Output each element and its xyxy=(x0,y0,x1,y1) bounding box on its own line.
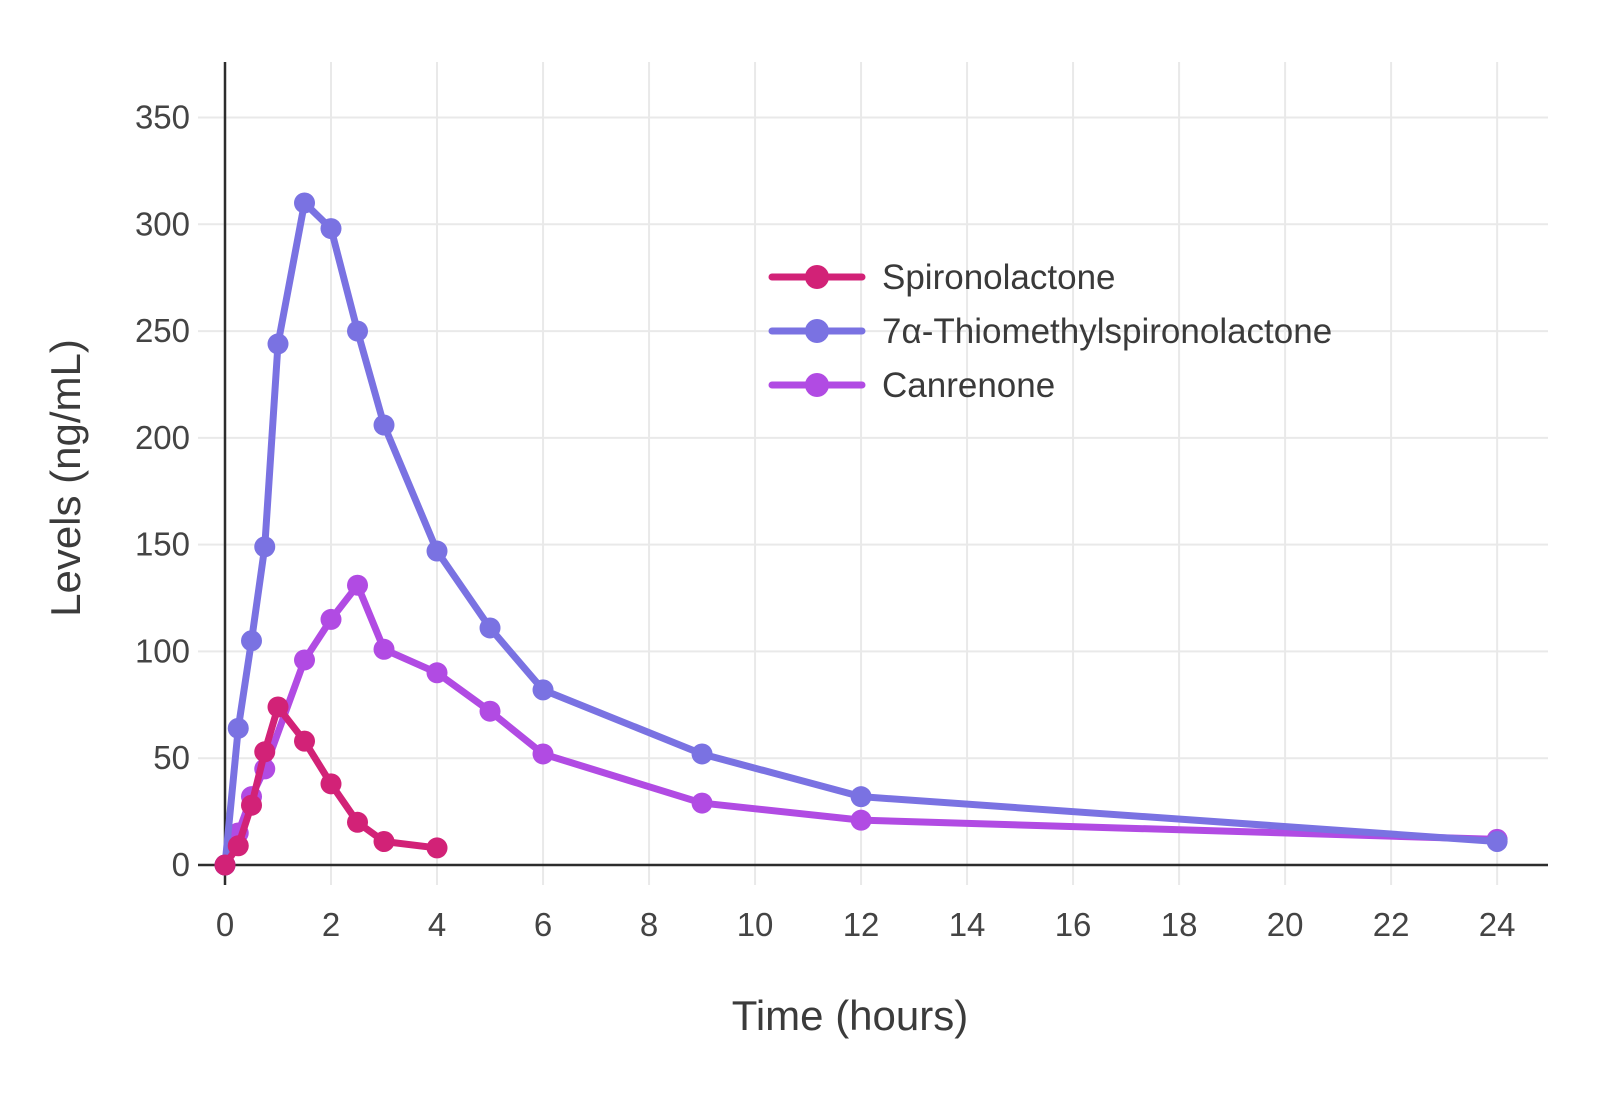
legend: Spironolactone 7α-Thiomethylspironolacton… xyxy=(768,258,1332,405)
data-point-7-thiomethylspironolactone-12h xyxy=(850,786,872,808)
x-tick-label-2: 2 xyxy=(322,906,340,943)
x-tick-label-8: 8 xyxy=(640,906,658,943)
legend-label: 7α-Thiomethylspironolactone xyxy=(882,312,1332,351)
legend-item-canrenone[interactable]: Canrenone xyxy=(768,366,1055,405)
data-point-7-thiomethylspironolactone-9h xyxy=(691,743,713,765)
y-tick-label-200: 200 xyxy=(135,419,190,456)
series-line-spironolactone xyxy=(221,703,441,869)
y-axis-title: Levels (ng/mL) xyxy=(42,339,89,617)
y-tick-label-50: 50 xyxy=(153,739,190,776)
data-point-canrenone-2.5h xyxy=(347,574,369,596)
data-point-spironolactone-1h xyxy=(267,696,289,718)
data-point-spironolactone-0.75h xyxy=(254,741,276,763)
data-point-spironolactone-0h xyxy=(214,854,236,876)
series-spironolactone xyxy=(214,696,448,876)
data-point-7-thiomethylspironolactone-2h xyxy=(320,218,342,240)
y-tick-label-250: 250 xyxy=(135,312,190,349)
data-point-canrenone-12h xyxy=(850,809,872,831)
data-point-7-thiomethylspironolactone-2.5h xyxy=(347,320,369,342)
data-point-7-thiomethylspironolactone-1h xyxy=(267,333,289,355)
legend-item-spironolactone[interactable]: Spironolactone xyxy=(768,258,1116,297)
data-point-canrenone-2h xyxy=(320,608,342,630)
data-point-spironolactone-0.5h xyxy=(241,794,263,816)
data-point-canrenone-3h xyxy=(373,638,395,660)
x-tick-label-12: 12 xyxy=(843,906,880,943)
legend-item-7-thiomethylspironolactone[interactable]: 7α-Thiomethylspironolactone xyxy=(768,312,1332,351)
data-point-spironolactone-0.25h xyxy=(227,835,249,857)
data-point-spironolactone-2.5h xyxy=(347,811,369,833)
data-point-canrenone-1.5h xyxy=(294,649,316,671)
data-point-7-thiomethylspironolactone-6h xyxy=(532,679,554,701)
data-point-7-thiomethylspironolactone-1.5h xyxy=(294,192,316,214)
x-tick-label-24: 24 xyxy=(1479,906,1516,943)
y-tick-label-0: 0 xyxy=(172,846,190,883)
legend-swatch-marker xyxy=(805,319,829,343)
data-point-7-thiomethylspironolactone-0.25h xyxy=(227,717,249,739)
x-tick-label-18: 18 xyxy=(1161,906,1198,943)
data-point-spironolactone-3h xyxy=(373,831,395,853)
legend-swatch-marker xyxy=(805,373,829,397)
data-point-spironolactone-1.5h xyxy=(294,730,316,752)
y-tick-label-150: 150 xyxy=(135,526,190,563)
x-tick-label-0: 0 xyxy=(216,906,234,943)
legend-swatch-marker xyxy=(805,265,829,289)
y-tick-label-350: 350 xyxy=(135,99,190,136)
data-point-canrenone-9h xyxy=(691,792,713,814)
data-point-canrenone-4h xyxy=(426,662,448,684)
data-point-7-thiomethylspironolactone-0.5h xyxy=(241,630,263,652)
x-tick-label-14: 14 xyxy=(949,906,986,943)
data-point-canrenone-6h xyxy=(532,743,554,765)
x-tick-label-16: 16 xyxy=(1055,906,1092,943)
x-tick-label-6: 6 xyxy=(534,906,552,943)
data-point-spironolactone-4h xyxy=(426,837,448,859)
y-tick-label-100: 100 xyxy=(135,632,190,669)
x-tick-label-10: 10 xyxy=(737,906,774,943)
x-tick-label-4: 4 xyxy=(428,906,446,943)
data-point-7-thiomethylspironolactone-0.75h xyxy=(254,536,276,558)
legend-label: Spironolactone xyxy=(882,258,1116,297)
data-point-7-thiomethylspironolactone-5h xyxy=(479,617,501,639)
x-axis-title: Time (hours) xyxy=(732,992,968,1039)
y-tick-label-300: 300 xyxy=(135,205,190,242)
x-tick-label-20: 20 xyxy=(1267,906,1304,943)
x-tick-label-22: 22 xyxy=(1373,906,1410,943)
data-point-spironolactone-2h xyxy=(320,773,342,795)
legend-label: Canrenone xyxy=(882,366,1055,405)
data-point-canrenone-5h xyxy=(479,700,501,722)
data-point-7-thiomethylspironolactone-4h xyxy=(426,540,448,562)
data-point-7-thiomethylspironolactone-3h xyxy=(373,414,395,436)
data-point-7-thiomethylspironolactone-24h xyxy=(1486,831,1508,853)
